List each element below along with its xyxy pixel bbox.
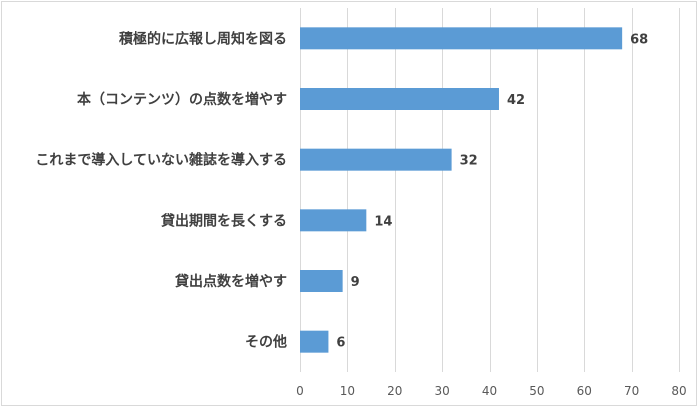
data-label: 14 — [374, 214, 392, 229]
x-tick-label: 60 — [577, 384, 592, 398]
category-label: 本（コンテンツ）の点数を増やす — [77, 91, 287, 108]
x-tick-label: 50 — [529, 384, 544, 398]
bar — [300, 209, 367, 232]
bar — [300, 27, 623, 50]
data-label: 32 — [460, 154, 478, 169]
value-labels: 68 42 32 14 9 6 — [336, 32, 648, 350]
category-label: 積極的に広報し周知を図る — [118, 30, 287, 47]
data-label: 9 — [351, 275, 360, 290]
x-tick-label: 30 — [434, 384, 449, 398]
x-tick-label: 0 — [296, 384, 304, 398]
x-axis-ticks: 0 10 20 30 40 50 60 70 80 — [296, 384, 686, 398]
data-label: 68 — [630, 32, 648, 47]
x-tick-label: 80 — [671, 384, 686, 398]
category-label: その他 — [245, 334, 287, 351]
data-label: 42 — [507, 93, 525, 108]
category-labels: 積極的に広報し周知を図る本（コンテンツ）の点数を増やすこれまで導入していない雑誌… — [35, 30, 287, 350]
x-tick-label: 40 — [482, 384, 497, 398]
bar — [300, 330, 329, 353]
x-tick-label: 10 — [340, 384, 355, 398]
bars — [300, 27, 623, 353]
category-label: 貸出期間を長くする — [160, 212, 287, 229]
x-tick-label: 20 — [387, 384, 402, 398]
x-tick-label: 70 — [624, 384, 639, 398]
bar — [300, 270, 343, 292]
bar — [300, 88, 499, 110]
data-label: 6 — [336, 336, 345, 351]
category-label: これまで導入していない雑誌を導入する — [35, 152, 287, 169]
bar — [300, 148, 452, 171]
category-label: 貸出点数を増やす — [174, 273, 287, 290]
grid-lines — [300, 8, 680, 372]
